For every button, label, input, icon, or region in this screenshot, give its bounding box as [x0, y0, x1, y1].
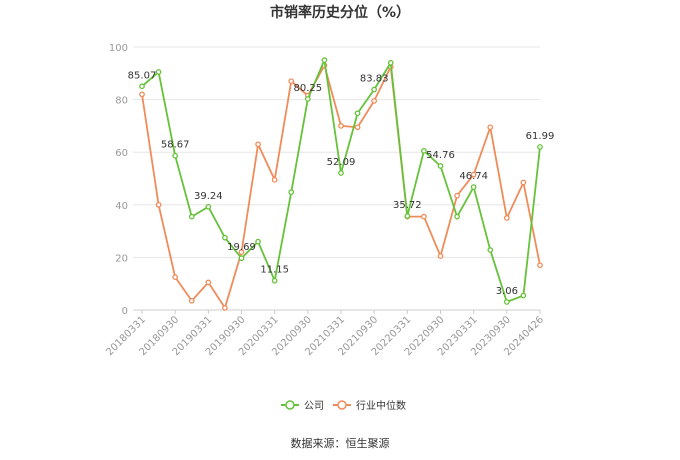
data-point	[487, 247, 494, 253]
data-label: 11.15	[260, 265, 289, 276]
data-point	[421, 213, 427, 220]
data-point	[503, 299, 510, 305]
data-point	[454, 213, 460, 220]
data-label: 80.25	[294, 83, 323, 94]
y-tick-label: 40	[115, 201, 128, 212]
data-point	[503, 215, 510, 221]
data-point	[304, 96, 311, 102]
data-point	[371, 98, 378, 104]
data-point	[205, 279, 212, 286]
data-point	[172, 152, 179, 159]
data-label: 19.69	[227, 242, 256, 253]
data-point	[487, 124, 494, 131]
data-label: 58.67	[161, 140, 190, 151]
y-tick-label: 80	[115, 96, 128, 107]
data-label: 3.06	[496, 286, 518, 297]
data-point	[404, 213, 411, 219]
legend-label: 公司	[304, 401, 324, 412]
data-point	[437, 163, 444, 169]
data-point	[255, 238, 261, 245]
data-point	[188, 297, 195, 304]
data-point	[470, 184, 477, 190]
data-point	[288, 78, 295, 85]
legend-item[interactable]: 行业中位数	[333, 399, 406, 412]
data-point	[537, 144, 543, 150]
data-point	[205, 203, 212, 210]
data-point	[454, 192, 460, 199]
data-point	[139, 91, 145, 98]
data-label: 61.99	[526, 131, 555, 142]
data-point	[238, 249, 245, 255]
data-point	[520, 179, 527, 186]
data-point	[338, 123, 344, 129]
data-point	[255, 141, 261, 148]
grid	[133, 46, 540, 258]
data-point	[155, 69, 162, 75]
data-point	[371, 86, 378, 93]
data-point	[222, 234, 228, 241]
legend-marker	[337, 400, 347, 410]
data-point	[321, 57, 328, 64]
data-point	[520, 292, 527, 299]
data-point	[139, 83, 145, 90]
data-label: 54.76	[426, 150, 455, 161]
data-label: 39.24	[194, 191, 223, 202]
data-point	[172, 274, 179, 280]
series-layer	[139, 57, 543, 311]
series-line	[141, 64, 541, 309]
data-labels: 85.07 58.67 39.24 19.69 11.15 80.25 52.09 83.83…	[128, 70, 555, 297]
data-label: 85.07	[128, 70, 157, 81]
legend: 公司 行业中位数	[281, 399, 406, 412]
data-point	[271, 277, 278, 284]
data-label: 52.09	[327, 157, 356, 168]
data-point	[421, 148, 427, 154]
data-point	[437, 253, 444, 259]
data-point	[188, 213, 195, 220]
data-point	[338, 170, 344, 176]
data-point	[238, 255, 245, 262]
data-point	[537, 262, 543, 269]
data-point	[354, 124, 361, 131]
series-0	[139, 57, 543, 305]
y-tick-label: 0	[122, 306, 128, 317]
data-point	[470, 171, 477, 178]
y-tick-label: 60	[115, 148, 128, 159]
series-1	[139, 62, 543, 311]
data-point	[354, 110, 361, 117]
legend-marker	[285, 400, 295, 410]
data-point	[222, 305, 228, 311]
chart-title: 市销率历史分位（%）	[270, 4, 410, 21]
data-point	[271, 176, 278, 183]
data-label: 83.83	[360, 74, 389, 85]
data-point	[288, 189, 295, 196]
source-text: 数据来源：恒生聚源	[291, 436, 390, 450]
data-label: 35.72	[393, 200, 422, 211]
legend-label: 行业中位数	[356, 399, 406, 412]
data-label: 46.74	[459, 171, 488, 182]
axes: 0204060801002018033120180930201903312019…	[104, 43, 546, 358]
y-tick-label: 20	[115, 253, 128, 264]
data-point	[387, 59, 394, 66]
data-point	[155, 201, 162, 208]
legend-item[interactable]: 公司	[281, 400, 324, 412]
y-tick-label: 100	[109, 43, 128, 54]
